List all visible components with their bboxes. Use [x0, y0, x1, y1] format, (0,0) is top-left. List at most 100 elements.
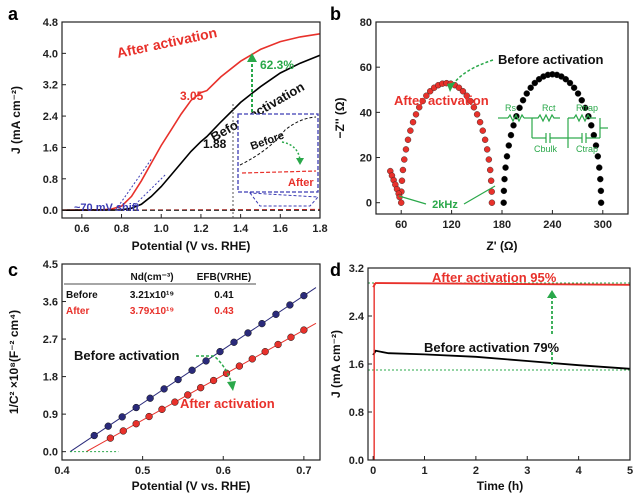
- mott-schottky-point-after: [197, 384, 205, 392]
- mott-schottky-point-after: [119, 427, 127, 435]
- a-x-tick-label: 1.6: [273, 223, 288, 235]
- after-activation-label-b: After activation: [394, 93, 489, 108]
- green-arrowhead-b: [447, 82, 455, 92]
- nyquist-point-before: [597, 187, 605, 195]
- nyquist-point-before: [594, 153, 602, 160]
- nyquist-point-before: [500, 199, 507, 206]
- circuit-ctrap-label: Ctrap: [576, 144, 598, 154]
- a-x-tick-label: 0.8: [114, 223, 129, 235]
- mott-schottky-point-after: [145, 412, 153, 421]
- nyquist-point-after: [467, 97, 474, 105]
- nyquist-point-after: [398, 199, 405, 206]
- c-y-tick-label: 1.8: [43, 372, 58, 384]
- d-x-tick-label: 2: [473, 465, 479, 477]
- a-y-tick-label: 1.6: [43, 142, 58, 154]
- table-row-after-name: After: [66, 306, 89, 317]
- y-axis-title-a: J (mA cm⁻²): [9, 86, 23, 154]
- nyquist-point-after: [473, 111, 481, 118]
- nyquist-point-after: [485, 156, 493, 163]
- before-value-label-a: 1.88: [203, 137, 227, 151]
- nyquist-point-after: [404, 136, 412, 143]
- c-y-tick-label: 2.7: [43, 334, 58, 346]
- before-activation-label-b: Before activation: [498, 52, 604, 67]
- a-y-tick-label: 4.8: [43, 17, 58, 29]
- mott-schottky-point-after: [171, 398, 179, 406]
- equivalent-circuit-b: [498, 113, 608, 148]
- nyquist-point-before: [597, 175, 604, 183]
- c-x-tick-label: 0.4: [54, 465, 70, 477]
- nyquist-point-after: [399, 166, 407, 174]
- nyquist-point-before: [596, 164, 603, 171]
- mott-schottky-point-after: [248, 355, 256, 363]
- x-axis-title-b: Z' (Ω): [486, 239, 517, 253]
- green-gain-arrow-a: [247, 53, 257, 112]
- panel-letter-b: b: [330, 4, 341, 24]
- circuit-rs-label: Rs: [505, 103, 516, 113]
- stability-line-before: [372, 349, 631, 370]
- panel-letter-c: c: [8, 260, 18, 280]
- nyquist-point-after: [398, 177, 406, 184]
- chart-panel-d: 0 1 2 3 4 5 0.0 0.8 1.6 2.4 3.2 Time (h) J (mA cm⁻…: [329, 263, 633, 493]
- nyquist-point-after: [488, 199, 496, 206]
- nyquist-point-before: [574, 90, 582, 97]
- y-axis-title-d: J (mA cm⁻²): [329, 330, 343, 398]
- after-activation-label-c: After activation: [180, 396, 275, 411]
- d-y-tick-label: 2.4: [349, 311, 365, 323]
- mott-schottky-point-before: [174, 375, 182, 384]
- mott-schottky-point-after: [235, 362, 244, 370]
- table-row-before-efb: 0.41: [214, 290, 234, 301]
- b-y-tick-label: 20: [360, 153, 372, 165]
- nyquist-point-after: [476, 118, 484, 126]
- c-x-tick-label: 0.6: [216, 465, 231, 477]
- chart-panel-c: 0.4 0.5 0.6 0.7 0.0 0.9 1.8 2.7 3.6 4.5 Potential…: [7, 259, 321, 493]
- shift-label-a: ~70 mV shift: [74, 202, 139, 214]
- y-axis-title-c: 1/C² ×10⁸(F⁻² cm⁴): [7, 310, 21, 414]
- nyquist-point-before: [501, 175, 508, 183]
- nyquist-point-after: [401, 156, 408, 163]
- d-x-tick-label: 5: [627, 465, 633, 477]
- mott-schottky-point-after: [184, 391, 192, 399]
- mott-schottky-point-before: [300, 292, 308, 300]
- x-axis-title-c: Potential (V vs. RHE): [132, 479, 251, 493]
- a-y-tick-label: 0.8: [43, 174, 58, 186]
- nyquist-point-after: [407, 127, 414, 134]
- x-axis-title-a: Potential (V vs. RHE): [132, 239, 251, 253]
- nyquist-point-after: [402, 146, 410, 153]
- a-y-tick-label: 3.2: [43, 80, 58, 92]
- d-x-tick-label: 0: [370, 465, 376, 477]
- d-x-tick-label: 3: [524, 465, 530, 477]
- circuit-rct-label: Rct: [542, 103, 556, 113]
- d-x-tick-label: 4: [576, 465, 583, 477]
- a-y-tick-label: 2.4: [43, 111, 59, 123]
- nyquist-point-after: [479, 127, 486, 134]
- table-row-before-nd: 3.21x10¹⁹: [130, 290, 174, 301]
- table-row-before-name: Before: [66, 290, 98, 301]
- table-header-efb: EFB(VRHE): [197, 272, 251, 283]
- nyquist-point-after: [488, 188, 495, 195]
- mott-schottky-point-after: [209, 376, 218, 385]
- mott-schottky-point-before: [132, 403, 140, 412]
- mott-schottky-point-after: [261, 348, 269, 356]
- d-x-tick-label: 1: [421, 465, 427, 477]
- mott-schottky-point-before: [104, 422, 112, 430]
- mott-schottky-point-before: [244, 329, 252, 337]
- d-y-tick-label: 0.0: [349, 455, 364, 467]
- nyquist-point-before: [578, 97, 585, 104]
- green-arrow-c: [196, 355, 233, 385]
- inset-after-label: After: [288, 177, 314, 189]
- nyquist-point-before: [500, 187, 508, 195]
- frequency-callout-b: 2kHz: [398, 185, 496, 211]
- nyquist-point-after: [409, 118, 417, 126]
- nyquist-point-after: [470, 104, 478, 111]
- b-x-tick-label: 180: [493, 219, 511, 231]
- after-value-label-a: 3.05: [180, 89, 204, 103]
- b-y-tick-label: 80: [360, 17, 372, 29]
- series-line-a-1: [61, 54, 321, 211]
- nyquist-point-before: [502, 164, 509, 171]
- b-y-tick-label: 0: [366, 198, 372, 210]
- mott-schottky-point-after: [287, 333, 295, 341]
- nyquist-point-before: [505, 142, 512, 149]
- nyquist-point-before: [582, 104, 589, 112]
- d-y-tick-label: 3.2: [349, 263, 364, 275]
